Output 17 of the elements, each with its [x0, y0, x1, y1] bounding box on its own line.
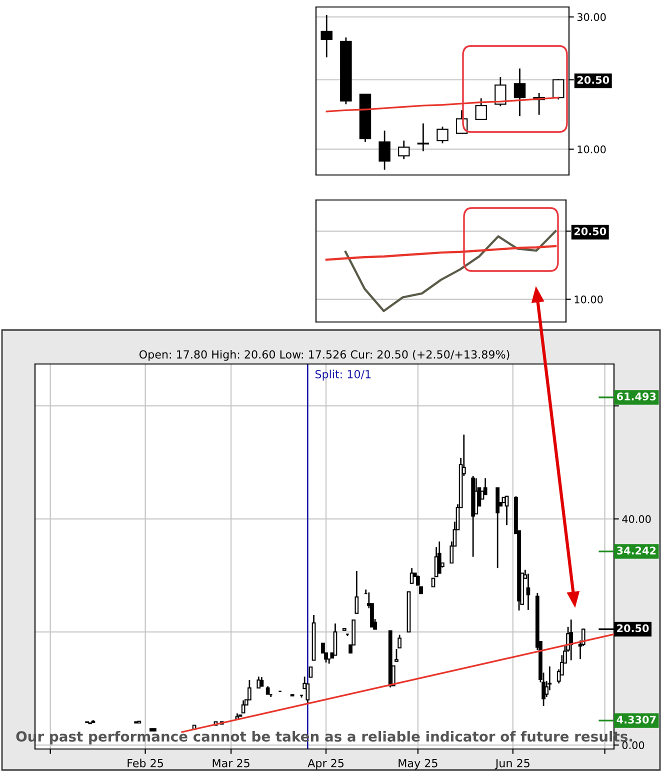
- ref-line-label: Split: 10/1: [315, 370, 371, 381]
- ref-line-label: 4.3307: [616, 716, 656, 724]
- chart-title: Open: 17.80 High: 20.60 Low: 17.526 Cur: 20.50 (+2.50/+13.89%): [139, 350, 510, 361]
- x-tick-label: Jun 25: [494, 758, 530, 770]
- x-tick-label: May 25: [398, 758, 438, 770]
- y-tick-label: 30.00: [577, 13, 606, 22]
- y-tick-label: 10.00: [578, 145, 606, 154]
- y-tick-label: 40.00: [622, 515, 651, 524]
- ref-line-label: 34.242: [617, 546, 656, 554]
- y-tick-label: 20.50: [577, 76, 610, 84]
- y-tick-label: 0.00: [622, 741, 644, 750]
- y-tick-label: 10.00: [574, 296, 603, 304]
- x-tick-label: Apr 25: [308, 758, 344, 770]
- ref-line-label: 61.493: [616, 392, 656, 400]
- x-tick-label: Feb 25: [128, 758, 163, 768]
- y-tick-label: 20.50: [574, 227, 606, 236]
- x-tick-label: Mar 25: [212, 758, 250, 768]
